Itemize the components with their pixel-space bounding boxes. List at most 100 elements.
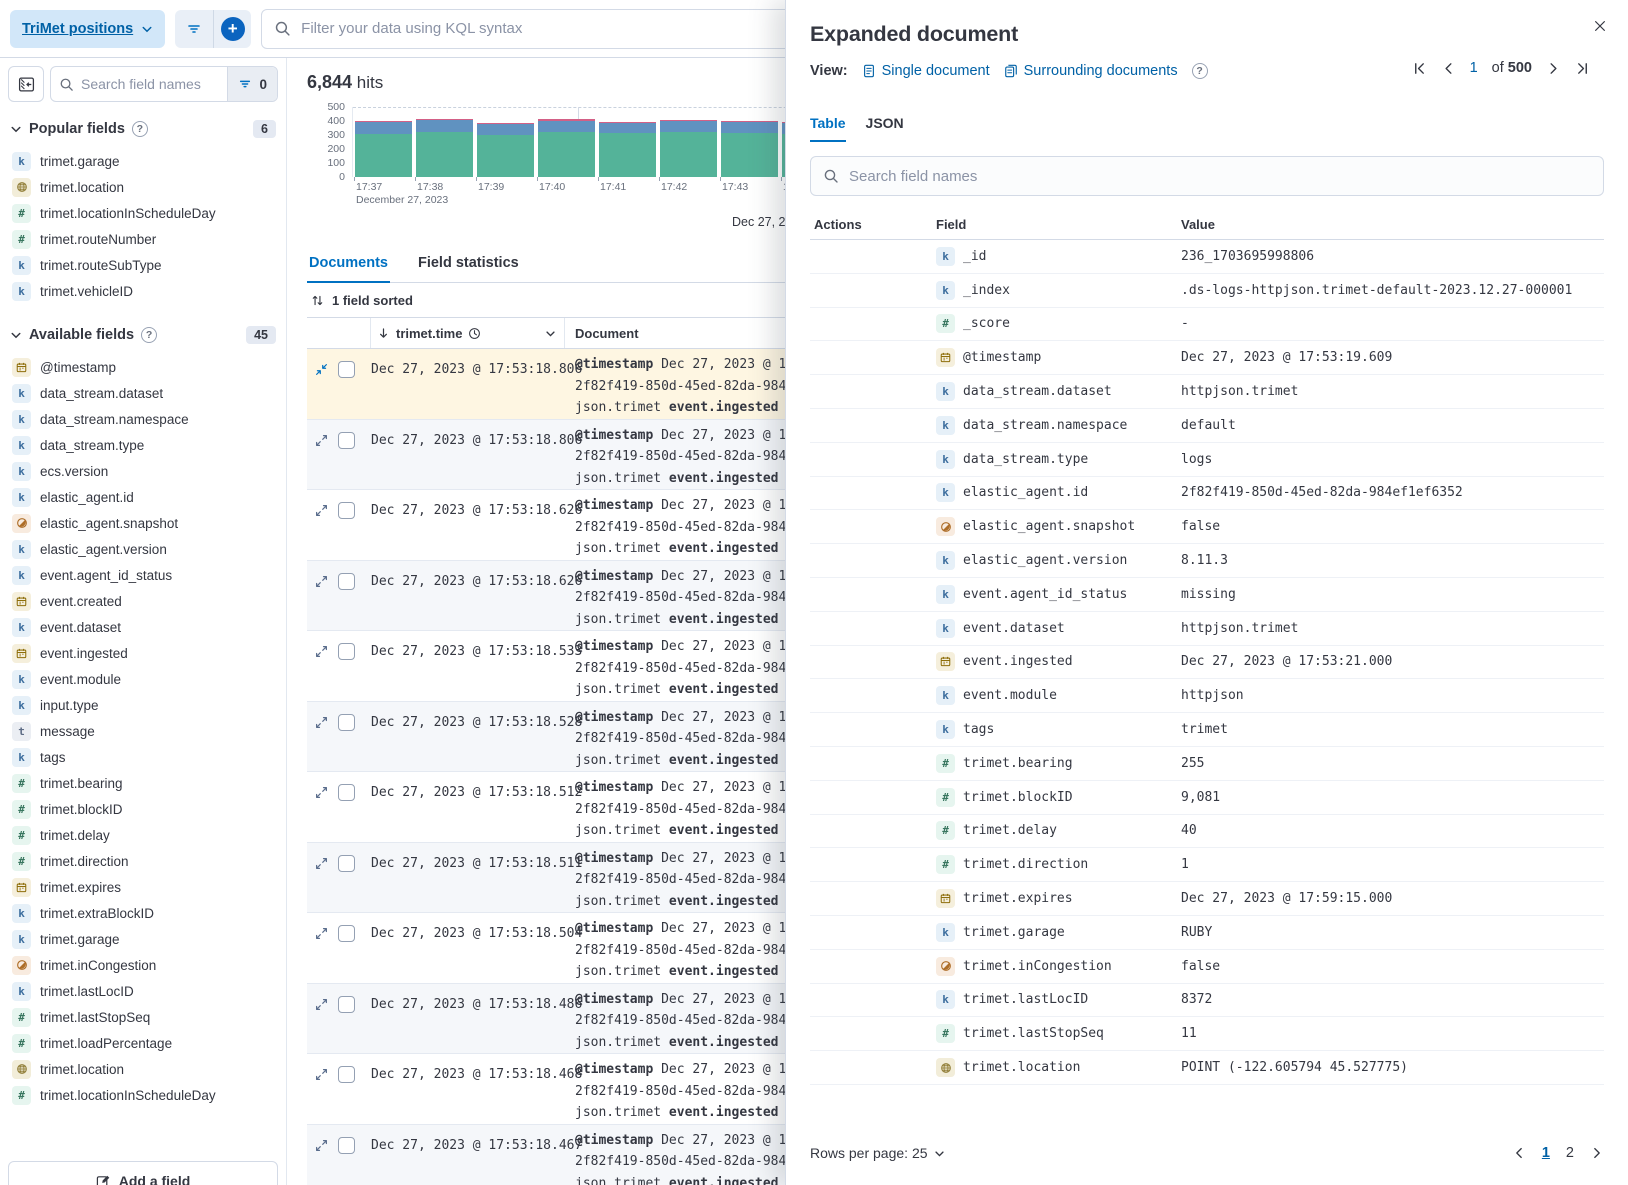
field-item-elastic_agent.snapshot[interactable]: elastic_agent.snapshot bbox=[8, 510, 278, 536]
flyout-field-row[interactable]: # trimet.blockID 9,081 bbox=[810, 781, 1604, 815]
field-item-event.dataset[interactable]: k event.dataset bbox=[8, 614, 278, 640]
histogram-bar-17:38[interactable] bbox=[416, 118, 473, 177]
histogram-bar-17:39[interactable] bbox=[477, 122, 534, 177]
expand-document-icon[interactable] bbox=[315, 1068, 328, 1081]
flyout-field-row[interactable]: trimet.expires Dec 27, 2023 @ 17:59:15.00… bbox=[810, 882, 1604, 916]
add-field-button[interactable]: Add a field bbox=[8, 1161, 278, 1185]
next-page-button[interactable] bbox=[1546, 61, 1561, 76]
flyout-field-search[interactable]: Search field names bbox=[810, 156, 1604, 196]
flyout-field-row[interactable]: trimet.inCongestion false bbox=[810, 950, 1604, 984]
expand-document-icon[interactable] bbox=[315, 927, 328, 940]
field-item-data_stream.dataset[interactable]: k data_stream.dataset bbox=[8, 380, 278, 406]
field-item-trimet.location[interactable]: trimet.location bbox=[8, 174, 278, 200]
tab-json[interactable]: JSON bbox=[865, 115, 904, 131]
flyout-field-row[interactable]: k elastic_agent.id 2f82f419-850d-45ed-82da… bbox=[810, 477, 1604, 511]
field-item-@timestamp[interactable]: @timestamp bbox=[8, 354, 278, 380]
expand-document-icon[interactable] bbox=[315, 504, 328, 517]
field-item-trimet.garage[interactable]: k trimet.garage bbox=[8, 926, 278, 952]
field-item-trimet.lastStopSeq[interactable]: # trimet.lastStopSeq bbox=[8, 1004, 278, 1030]
histogram-bar-17:43[interactable] bbox=[721, 121, 778, 177]
flyout-field-row[interactable]: k trimet.lastLocID 8372 bbox=[810, 984, 1604, 1018]
tab-field-statistics[interactable]: Field statistics bbox=[417, 255, 519, 271]
row-checkbox[interactable] bbox=[338, 925, 355, 942]
field-item-trimet.blockID[interactable]: # trimet.blockID bbox=[8, 796, 278, 822]
field-item-trimet.locationInScheduleDay[interactable]: # trimet.locationInScheduleDay bbox=[8, 1082, 278, 1108]
flyout-field-row[interactable]: trimet.location POINT (-122.605794 45.527… bbox=[810, 1051, 1604, 1085]
field-item-data_stream.namespace[interactable]: k data_stream.namespace bbox=[8, 406, 278, 432]
field-search-input[interactable]: Search field names bbox=[51, 76, 227, 92]
flyout-field-row[interactable]: # _score - bbox=[810, 308, 1604, 342]
expand-document-icon[interactable] bbox=[315, 434, 328, 447]
histogram-bar-17:41[interactable] bbox=[599, 121, 656, 177]
row-checkbox[interactable] bbox=[338, 995, 355, 1013]
data-view-picker[interactable]: TriMet positions bbox=[10, 9, 166, 48]
row-checkbox[interactable] bbox=[338, 854, 355, 872]
expand-document-icon[interactable] bbox=[315, 645, 328, 658]
field-item-trimet.inCongestion[interactable]: trimet.inCongestion bbox=[8, 952, 278, 978]
flyout-field-row[interactable]: k data_stream.type logs bbox=[810, 443, 1604, 477]
previous-page-button[interactable] bbox=[1512, 1146, 1526, 1160]
time-column-header[interactable]: trimet.time bbox=[371, 318, 565, 348]
row-checkbox[interactable] bbox=[338, 1136, 355, 1154]
field-item-trimet.vehicleID[interactable]: k trimet.vehicleID bbox=[8, 278, 278, 304]
flyout-field-row[interactable]: k tags trimet bbox=[810, 713, 1604, 747]
rows-per-page-button[interactable]: Rows per page: 25 bbox=[810, 1145, 945, 1161]
flyout-field-row[interactable]: elastic_agent.snapshot false bbox=[810, 510, 1604, 545]
next-page-button[interactable] bbox=[1590, 1146, 1604, 1160]
flyout-field-row[interactable]: k data_stream.namespace default bbox=[810, 409, 1604, 443]
field-item-trimet.delay[interactable]: # trimet.delay bbox=[8, 822, 278, 848]
row-checkbox[interactable] bbox=[338, 361, 355, 378]
previous-page-button[interactable] bbox=[1441, 61, 1456, 76]
available-fields-header[interactable]: Available fields ? 45 bbox=[8, 326, 278, 344]
tab-table[interactable]: Table bbox=[810, 115, 846, 142]
expand-document-icon[interactable] bbox=[315, 857, 328, 870]
add-filter-button[interactable]: + bbox=[213, 9, 251, 48]
tab-documents[interactable]: Documents bbox=[307, 247, 390, 283]
field-item-trimet.locationInScheduleDay[interactable]: # trimet.locationInScheduleDay bbox=[8, 200, 278, 226]
row-checkbox[interactable] bbox=[338, 1066, 355, 1083]
field-item-trimet.routeNumber[interactable]: # trimet.routeNumber bbox=[8, 226, 278, 252]
row-checkbox[interactable] bbox=[338, 713, 355, 731]
field-filter-button[interactable]: 0 bbox=[227, 67, 277, 101]
view-single-document-link[interactable]: Single document bbox=[862, 63, 990, 79]
expand-document-icon[interactable] bbox=[315, 786, 328, 799]
flyout-field-row[interactable]: # trimet.delay 40 bbox=[810, 815, 1604, 849]
field-item-event.created[interactable]: event.created bbox=[8, 588, 278, 614]
field-item-trimet.lastLocID[interactable]: k trimet.lastLocID bbox=[8, 978, 278, 1004]
field-item-trimet.bearing[interactable]: # trimet.bearing bbox=[8, 770, 278, 796]
histogram-bar-17:40[interactable] bbox=[538, 119, 595, 177]
page-1-button[interactable]: 1 bbox=[1541, 1145, 1550, 1161]
flyout-field-row[interactable]: # trimet.direction 1 bbox=[810, 848, 1604, 883]
flyout-field-row[interactable]: k _index .ds-logs-httpjson.trimet-default-… bbox=[810, 274, 1604, 308]
field-item-trimet.garage[interactable]: k trimet.garage bbox=[8, 148, 278, 174]
histogram-bar-17:42[interactable] bbox=[660, 119, 717, 177]
flyout-field-row[interactable]: k event.module httpjson bbox=[810, 679, 1604, 714]
field-item-trimet.loadPercentage[interactable]: # trimet.loadPercentage bbox=[8, 1030, 278, 1056]
field-item-event.module[interactable]: k event.module bbox=[8, 666, 278, 692]
flyout-field-row[interactable]: # trimet.bearing 255 bbox=[810, 747, 1604, 781]
row-checkbox[interactable] bbox=[338, 572, 355, 590]
expand-document-icon[interactable] bbox=[315, 575, 328, 588]
close-flyout-button[interactable] bbox=[1588, 14, 1612, 38]
field-item-tags[interactable]: k tags bbox=[8, 744, 278, 770]
field-item-input.type[interactable]: k input.type bbox=[8, 692, 278, 718]
collapse-document-icon[interactable] bbox=[315, 363, 328, 376]
expand-document-icon[interactable] bbox=[315, 716, 328, 729]
field-item-elastic_agent.version[interactable]: k elastic_agent.version bbox=[8, 536, 278, 562]
flyout-field-row[interactable]: @timestamp Dec 27, 2023 @ 17:53:19.609 bbox=[810, 341, 1604, 376]
histogram-chart[interactable]: 0 100 200 300 400 500 17:37 December 27, 2023 1… bbox=[307, 101, 1597, 211]
field-item-trimet.routeSubType[interactable]: k trimet.routeSubType bbox=[8, 252, 278, 278]
field-item-trimet.location[interactable]: trimet.location bbox=[8, 1056, 278, 1082]
field-item-ecs.version[interactable]: k ecs.version bbox=[8, 458, 278, 484]
last-page-button[interactable] bbox=[1575, 61, 1590, 76]
row-checkbox[interactable] bbox=[338, 431, 355, 449]
saved-query-menu-button[interactable] bbox=[175, 10, 213, 48]
flyout-field-row[interactable]: k elastic_agent.version 8.11.3 bbox=[810, 544, 1604, 578]
popular-fields-header[interactable]: Popular fields ? 6 bbox=[8, 120, 278, 138]
field-item-data_stream.type[interactable]: k data_stream.type bbox=[8, 432, 278, 458]
flyout-field-row[interactable]: k event.dataset httpjson.trimet bbox=[810, 612, 1604, 646]
flyout-field-row[interactable]: k trimet.garage RUBY bbox=[810, 916, 1604, 950]
field-item-event.agent_id_status[interactable]: k event.agent_id_status bbox=[8, 562, 278, 588]
field-item-trimet.expires[interactable]: trimet.expires bbox=[8, 874, 278, 900]
flyout-field-row[interactable]: k event.agent_id_status missing bbox=[810, 578, 1604, 612]
